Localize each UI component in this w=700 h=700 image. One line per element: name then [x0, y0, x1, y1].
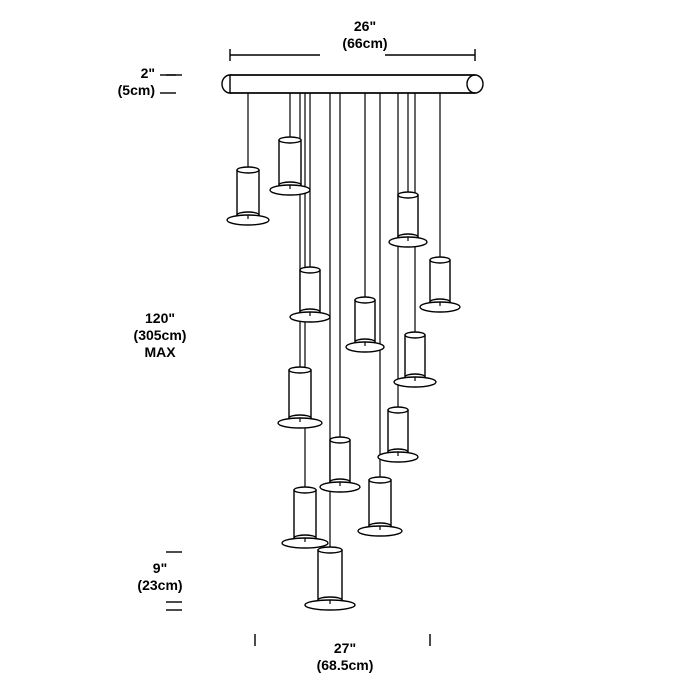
pendant-height-label: 9"(23cm)	[135, 560, 185, 594]
drop-label: 120"(305cm)MAX	[130, 310, 190, 360]
spread-label: 27"(68.5cm)	[310, 640, 380, 674]
width-label-top: 26"(66cm)	[335, 18, 395, 52]
thickness-label: 2"(5cm)	[105, 65, 155, 99]
